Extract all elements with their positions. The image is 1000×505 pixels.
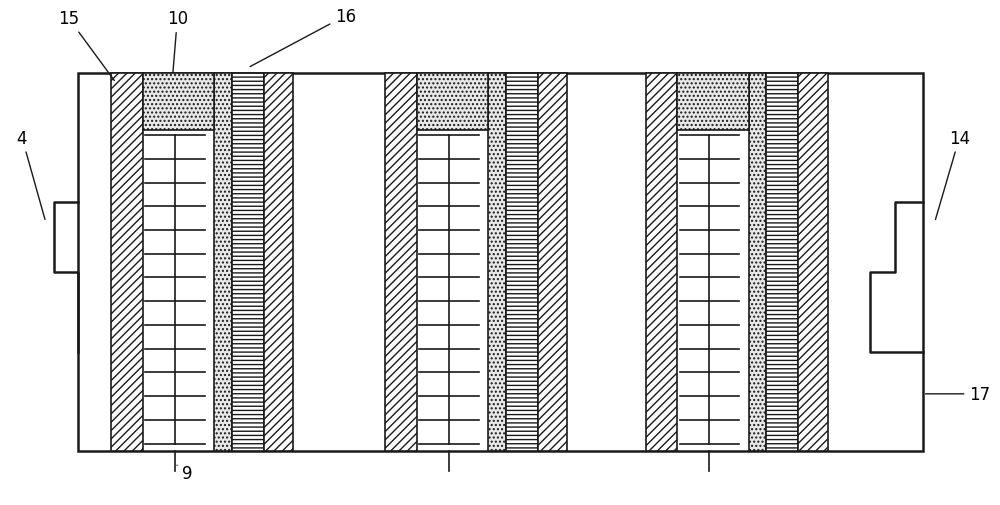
Bar <box>143 74 214 131</box>
Bar <box>417 74 488 131</box>
Text: 4: 4 <box>17 129 45 220</box>
Bar <box>506 74 538 451</box>
Text: 10: 10 <box>167 10 188 91</box>
Text: 17: 17 <box>926 385 990 403</box>
Text: 14: 14 <box>935 129 970 220</box>
Bar <box>538 74 567 451</box>
Bar <box>385 74 417 451</box>
Bar <box>749 74 766 451</box>
Bar <box>111 74 143 451</box>
Bar <box>214 74 232 451</box>
Bar <box>677 74 749 131</box>
Bar <box>78 74 923 451</box>
Text: 15: 15 <box>58 10 114 81</box>
Bar <box>488 74 506 451</box>
Bar <box>264 74 293 451</box>
Bar <box>766 74 798 451</box>
Text: 16: 16 <box>250 8 356 68</box>
Text: 9: 9 <box>177 465 193 482</box>
Bar <box>798 74 828 451</box>
Bar <box>232 74 264 451</box>
Bar <box>646 74 677 451</box>
